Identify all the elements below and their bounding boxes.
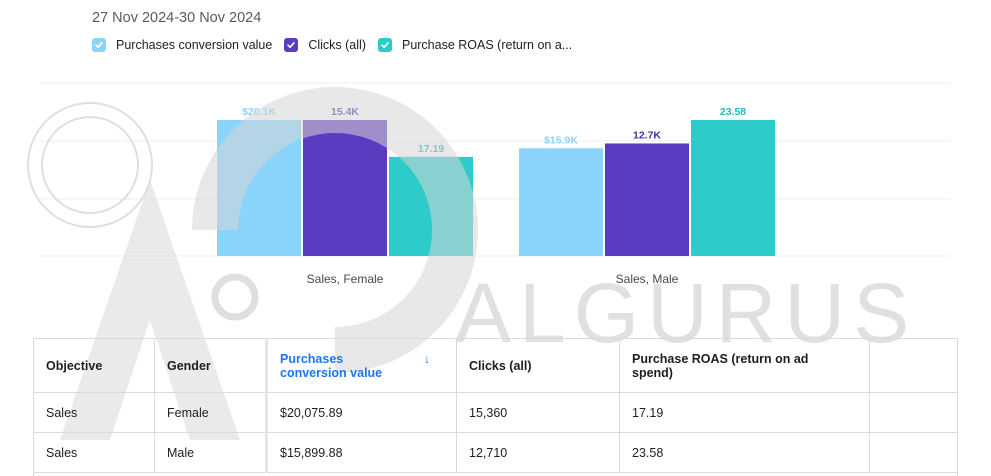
bar-value-label: $20.1K	[242, 106, 276, 118]
bar-0-1[interactable]	[519, 148, 603, 256]
cell-roas: 23.58	[619, 432, 870, 473]
bar-value-label: $15.9K	[544, 134, 578, 146]
column-header-objective[interactable]: Objective	[33, 338, 155, 393]
cell-empty	[869, 432, 958, 473]
legend-label: Purchase ROAS (return on a...	[401, 38, 573, 52]
legend-item-purchases-value[interactable]: Purchases conversion value	[92, 38, 272, 52]
checkbox-checked-icon[interactable]	[284, 38, 299, 52]
cell-clicks: 12,710	[456, 432, 620, 473]
column-header-purchases-conversion-value[interactable]: Purchases conversion value ↓	[265, 338, 457, 393]
legend-item-roas[interactable]: Purchase ROAS (return on a...	[377, 38, 573, 52]
checkbox-checked-icon[interactable]	[377, 38, 392, 52]
table-row-partial	[33, 472, 958, 476]
arrow-down-icon[interactable]: ↓	[424, 351, 430, 366]
cell-gender: Male	[154, 432, 267, 473]
bar-1-0[interactable]	[303, 120, 387, 256]
column-header-label: Purchases conversion value	[280, 351, 383, 380]
legend-label: Clicks (all)	[308, 38, 366, 52]
column-header-clicks[interactable]: Clicks (all)	[456, 338, 620, 393]
cell-purchases-conversion-value: $20,075.89	[265, 392, 457, 433]
cell-gender: Female	[154, 392, 267, 433]
bar-2-0[interactable]	[389, 156, 473, 256]
bar-value-label: 15.4K	[331, 106, 359, 118]
cell-roas: 17.19	[619, 392, 870, 433]
table-header-row: Objective Gender Purchases conversion va…	[33, 338, 958, 393]
date-range-label: 27 Nov 2024-30 Nov 2024	[92, 10, 262, 26]
bar-value-label: 23.58	[720, 106, 746, 118]
chart-grid	[40, 82, 950, 257]
bar-2-1[interactable]	[691, 120, 775, 256]
chart-legend: Purchases conversion value Clicks (all) …	[92, 38, 584, 52]
results-table: Objective Gender Purchases conversion va…	[33, 338, 958, 476]
bar-value-label: 17.19	[418, 143, 444, 155]
category-label: Sales, Female	[307, 272, 384, 286]
column-header-gender[interactable]: Gender	[154, 338, 267, 393]
bar-1-1[interactable]	[605, 143, 689, 256]
cell-objective: Sales	[33, 392, 155, 433]
checkbox-checked-icon[interactable]	[92, 38, 106, 52]
table-row[interactable]: Sales Male $15,899.88 12,710 23.58	[33, 432, 958, 473]
cell-purchases-conversion-value: $15,899.88	[265, 432, 457, 473]
column-header-empty	[869, 338, 958, 393]
column-header-label: Purchase ROAS (return on ad spend)	[632, 351, 809, 380]
cell-objective: Sales	[33, 432, 155, 473]
legend-item-clicks[interactable]: Clicks (all)	[284, 38, 366, 52]
column-header-roas[interactable]: Purchase ROAS (return on ad spend)	[619, 338, 870, 393]
category-label: Sales, Male	[616, 272, 679, 286]
chart-bars	[217, 120, 775, 256]
cell-clicks: 15,360	[456, 392, 620, 433]
bar-value-label: 12.7K	[633, 129, 661, 141]
bar-0-0[interactable]	[217, 120, 301, 256]
chart-category-labels: Sales, Female Sales, Male	[307, 272, 679, 286]
results-table-container: Objective Gender Purchases conversion va…	[33, 338, 958, 476]
cell-empty	[869, 392, 958, 433]
table-row[interactable]: Sales Female $20,075.89 15,360 17.19	[33, 392, 958, 433]
legend-label: Purchases conversion value	[116, 38, 273, 52]
